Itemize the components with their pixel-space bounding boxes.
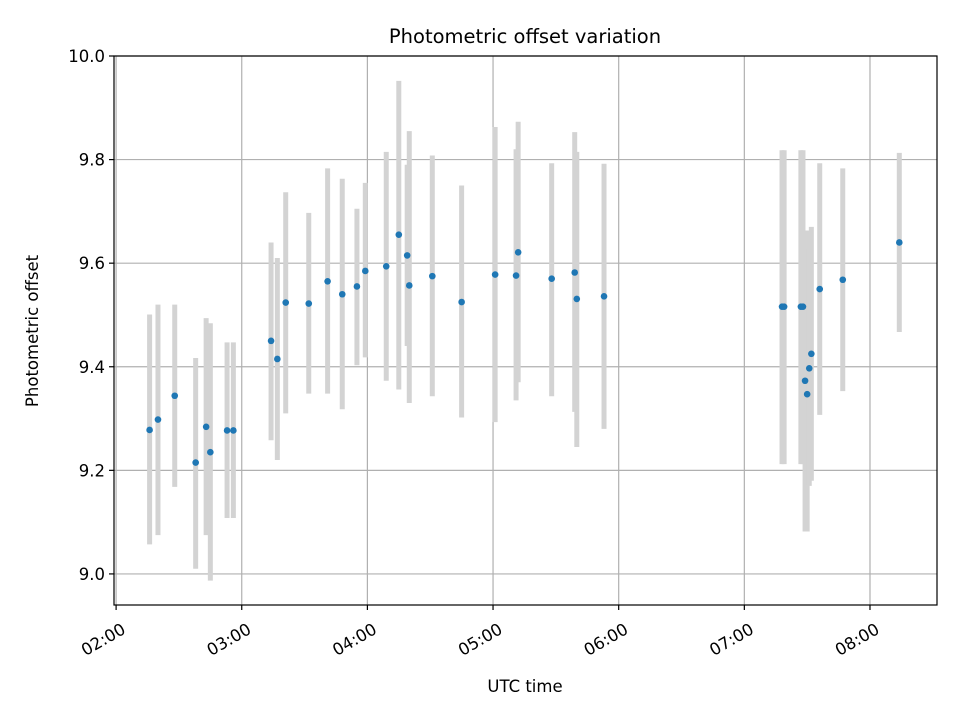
y-tick-label: 9.6: [79, 254, 105, 273]
data-point: [405, 282, 413, 289]
plot-frame: [113, 55, 938, 606]
axis-ticks: 02:00 03:00 04:00 05:00 06:00 07:00 08:00 9.0 9.…: [68, 47, 882, 660]
data-point: [839, 276, 847, 284]
data-point: [816, 285, 824, 293]
x-tick-label: 06:00: [581, 619, 632, 659]
x-tick-label: 02:00: [78, 619, 129, 659]
error-bars: [147, 80, 902, 581]
data-point: [324, 277, 331, 285]
data-point: [600, 293, 608, 300]
y-tick-label: 9.8: [79, 151, 105, 170]
y-tick-label: 10.0: [68, 47, 105, 66]
data-point: [192, 459, 199, 466]
data-point: [808, 350, 815, 358]
data-point: [382, 262, 390, 270]
x-axis-label: UTC time: [487, 677, 562, 696]
data-point: [267, 337, 275, 345]
data-points: [146, 231, 903, 466]
y-tick-label: 9.4: [79, 358, 105, 377]
data-point: [395, 231, 403, 238]
data-point: [571, 269, 579, 276]
data-point: [429, 272, 436, 280]
x-tick-label: 04:00: [329, 619, 380, 659]
x-tick-label: 05:00: [455, 619, 506, 659]
chart-title: Photometric offset variation: [389, 25, 661, 48]
x-tick-label: 07:00: [706, 619, 757, 659]
y-tick-label: 9.2: [79, 461, 105, 480]
data-point: [803, 390, 811, 398]
data-point: [403, 252, 411, 259]
data-point: [274, 355, 281, 363]
data-point: [780, 303, 788, 310]
data-point: [799, 303, 807, 310]
data-point: [896, 239, 903, 246]
data-point: [154, 416, 162, 423]
data-point: [146, 426, 153, 434]
data-point: [801, 377, 809, 385]
data-point: [230, 427, 237, 434]
y-tick-label: 9.0: [79, 565, 105, 584]
data-point: [548, 275, 555, 283]
data-point: [491, 271, 499, 278]
data-point: [514, 248, 522, 256]
data-point: [353, 283, 361, 290]
y-axis-label: Photometric offset: [23, 254, 42, 407]
x-tick-label: 08:00: [832, 619, 883, 659]
data-point: [202, 423, 210, 431]
data-point: [573, 295, 581, 303]
data-point: [338, 290, 346, 298]
x-tick-label: 03:00: [204, 619, 255, 659]
data-point: [361, 267, 369, 275]
data-point: [223, 427, 231, 434]
data-point: [282, 299, 290, 306]
data-point: [207, 448, 214, 456]
data-point: [805, 365, 813, 372]
data-point: [305, 300, 313, 307]
data-point: [512, 272, 520, 279]
data-point: [171, 392, 179, 400]
data-point: [458, 298, 465, 306]
